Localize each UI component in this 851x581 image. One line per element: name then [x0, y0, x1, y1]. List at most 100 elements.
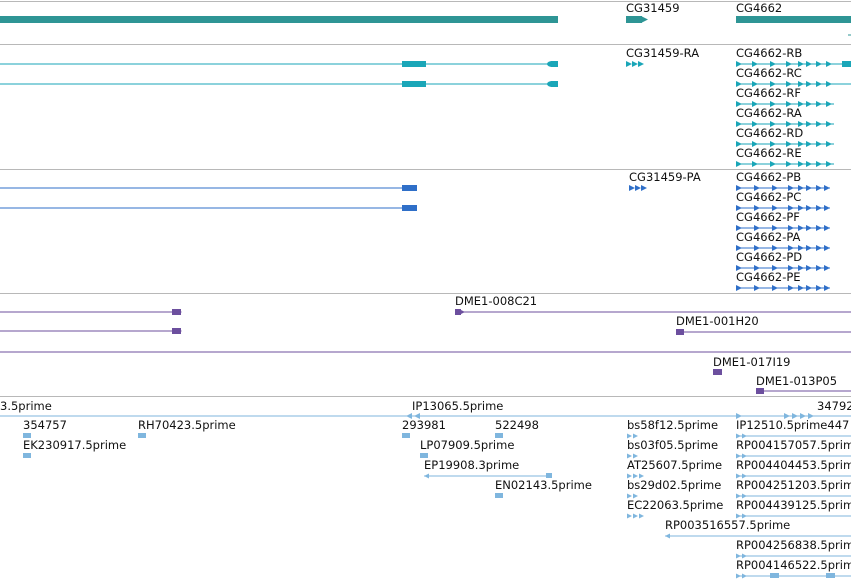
strand-arrow — [772, 245, 778, 251]
strand-arrow — [816, 121, 822, 127]
strand-arrow — [786, 141, 792, 147]
est-label[interactable]: IP12510.5prime447 — [736, 418, 850, 432]
est-label[interactable]: EN02143.5prime — [495, 478, 592, 492]
strand-arrow — [752, 141, 758, 147]
strand-arrow — [736, 161, 742, 167]
strand-arrow — [824, 225, 830, 231]
protein-label[interactable]: CG4662-PD — [736, 250, 803, 264]
gene-label-cg31459[interactable]: CG31459 — [626, 1, 680, 15]
strand-arrow — [824, 285, 830, 291]
est-block — [770, 573, 779, 578]
clone-label[interactable]: DME1-013P05 — [756, 374, 838, 388]
strand-arrow — [627, 493, 632, 499]
est-label[interactable]: LP07909.5prime — [420, 438, 515, 452]
strand-arrow — [808, 413, 814, 419]
est-label[interactable]: 34792 — [817, 399, 851, 413]
est-label[interactable]: EP19908.3prime — [424, 458, 520, 472]
exon-block — [756, 388, 764, 394]
strand-arrow — [754, 225, 760, 231]
exon-block — [713, 369, 722, 375]
strand-arrow — [798, 285, 804, 291]
feature-glyphs[interactable] — [0, 16, 851, 579]
strand-arrow — [414, 413, 420, 419]
est-label[interactable]: IP13065.5prime — [412, 399, 504, 413]
protein-label[interactable]: CG4662-PF — [736, 210, 800, 224]
est-label[interactable]: RP003516557.5prime — [665, 518, 791, 532]
strand-arrow — [752, 121, 758, 127]
strand-arrow — [742, 513, 747, 519]
strand-arrow — [736, 225, 742, 231]
est-label[interactable]: EK230917.5prime — [23, 438, 127, 452]
est-block — [23, 433, 31, 438]
est-label[interactable]: EC22063.5prime — [627, 498, 724, 512]
strand-arrow — [742, 453, 747, 459]
est-label[interactable]: 293981 — [402, 418, 446, 432]
strand-arrow — [798, 121, 804, 127]
est-label[interactable]: RH70423.5prime — [138, 418, 236, 432]
transcript-label[interactable]: CG4662-RE — [736, 146, 802, 160]
protein-label[interactable]: CG31459-PA — [629, 170, 701, 184]
transcript-label[interactable]: CG4662-RB — [736, 46, 803, 60]
strand-arrow — [786, 61, 792, 67]
strand-arrow — [826, 81, 832, 87]
exon-block — [547, 81, 557, 87]
est-label[interactable]: RP004439125.5prime — [736, 498, 851, 512]
est-label[interactable]: RP004251203.5prime — [736, 478, 851, 492]
strand-arrow — [754, 205, 760, 211]
protein-label[interactable]: CG4662-PE — [736, 270, 801, 284]
exon-block — [842, 61, 851, 67]
strand-arrow — [742, 553, 747, 559]
strand-arrow — [424, 473, 429, 479]
strand-arrow — [754, 185, 760, 191]
strand-arrow — [816, 101, 822, 107]
strand-arrow — [736, 473, 741, 479]
strand-arrow — [639, 513, 644, 519]
strand-arrow — [806, 101, 812, 107]
est-label[interactable]: bs29d02.5prime — [627, 478, 722, 492]
gene-bar — [0, 16, 558, 23]
exon-block — [172, 328, 181, 334]
transcript-label[interactable]: CG4662-RA — [736, 106, 802, 120]
clone-label[interactable]: DME1-001H20 — [676, 314, 759, 328]
est-label[interactable]: RP004256838.5prime — [736, 538, 851, 552]
strand-arrow — [806, 225, 812, 231]
strand-arrow — [788, 225, 794, 231]
est-label[interactable]: 522498 — [495, 418, 539, 432]
est-label[interactable]: RP004404453.5prime — [736, 458, 851, 472]
clone-label[interactable]: DME1-017I19 — [713, 355, 791, 369]
strand-arrow — [798, 141, 804, 147]
strand-arrow — [788, 265, 794, 271]
clone-label[interactable]: DME1-008C21 — [455, 294, 538, 308]
est-label[interactable]: RP004146522.5prime — [736, 558, 851, 572]
strand-arrow — [798, 185, 804, 191]
strand-arrow — [752, 161, 758, 167]
transcript-label[interactable]: CG31459-RA — [626, 46, 700, 60]
est-label[interactable]: 3.5prime — [0, 399, 52, 413]
transcript-label[interactable]: CG4662-RD — [736, 126, 804, 140]
strand-arrow — [806, 61, 812, 67]
strand-arrow — [770, 141, 776, 147]
strand-arrow — [460, 309, 465, 315]
gene-label-cg4662[interactable]: CG4662 — [736, 1, 783, 15]
strand-arrow — [798, 81, 804, 87]
protein-label[interactable]: CG4662-PA — [736, 230, 801, 244]
strand-arrow — [736, 285, 742, 291]
strand-arrow — [638, 61, 644, 67]
strand-arrow — [772, 185, 778, 191]
est-label[interactable]: AT25607.5prime — [627, 458, 723, 472]
strand-arrow — [736, 245, 742, 251]
strand-arrow — [826, 141, 832, 147]
protein-label[interactable]: CG4662-PB — [736, 170, 802, 184]
est-label[interactable]: bs03f05.5prime — [627, 438, 719, 452]
strand-arrow — [786, 161, 792, 167]
transcript-label[interactable]: CG4662-RC — [736, 66, 802, 80]
strand-arrow — [816, 161, 822, 167]
est-label[interactable]: RP004157057.5prime — [736, 438, 851, 452]
protein-label[interactable]: CG4662-PC — [736, 190, 802, 204]
est-label[interactable]: 354757 — [23, 418, 67, 432]
transcript-label[interactable]: CG4662-RF — [736, 86, 801, 100]
est-label[interactable]: bs58f12.5prime — [627, 418, 719, 432]
strand-arrow — [770, 121, 776, 127]
gene-bar — [626, 16, 642, 23]
